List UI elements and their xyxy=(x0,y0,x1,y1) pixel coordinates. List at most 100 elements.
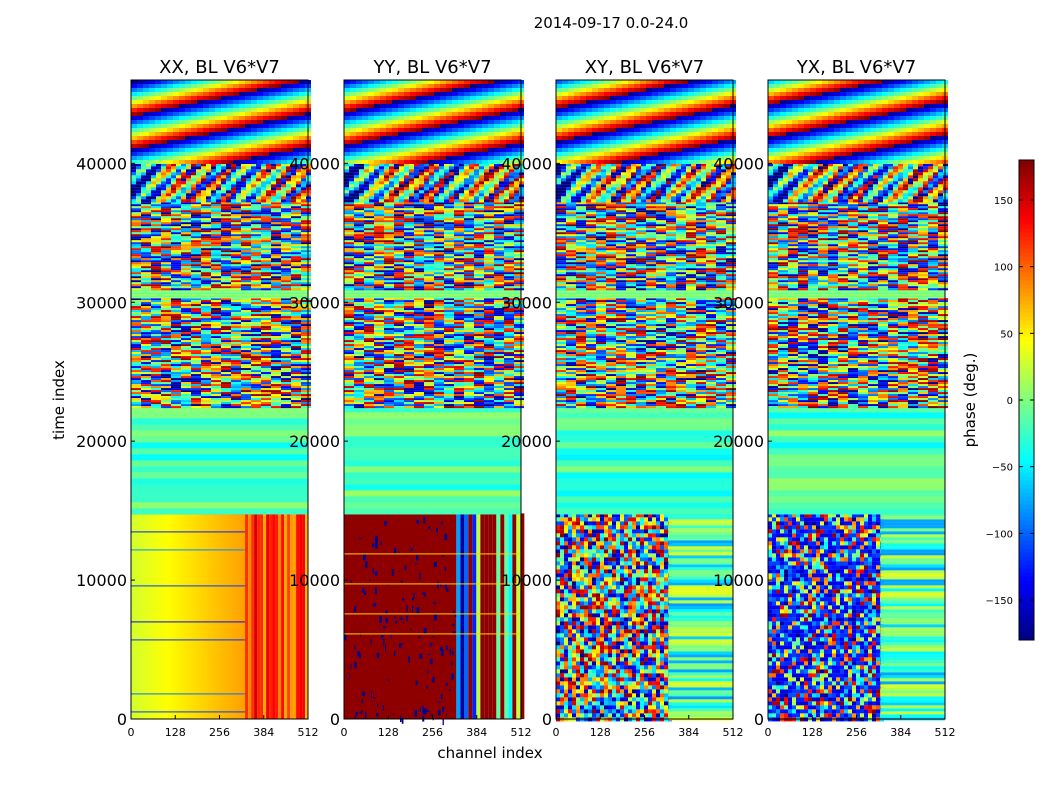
colorbar-swatch xyxy=(1019,376,1034,381)
segment-horizontal-bands xyxy=(768,406,945,515)
colorbar-swatch xyxy=(1019,600,1034,605)
segment-fine-stripes xyxy=(344,202,524,291)
colorbar-swatch xyxy=(1019,560,1034,565)
y-tick-label: 10000 xyxy=(289,571,340,590)
colorbar-swatch xyxy=(1019,592,1034,597)
colorbar-swatch xyxy=(1019,476,1034,481)
colorbar-tick-label: −150 xyxy=(986,596,1013,607)
colorbar-swatch xyxy=(1019,520,1034,525)
colorbar-swatch xyxy=(1019,536,1034,541)
panel-title: YX, BL V6*V7 xyxy=(796,57,916,78)
colorbar-swatch xyxy=(1019,224,1034,229)
panel-yx: YX, BL V6*V7 0 128 256 384 512 0 10000 20000 3000… xyxy=(713,57,955,739)
colorbar-swatch xyxy=(1019,380,1034,385)
y-tick-label: 10000 xyxy=(501,571,552,590)
x-axis-label: channel index xyxy=(437,744,542,762)
segment-fine-stripes xyxy=(131,298,311,409)
y-tick-label: 30000 xyxy=(76,293,127,312)
y-tick-label: 0 xyxy=(117,710,127,729)
colorbar-swatch xyxy=(1019,248,1034,253)
colorbar-tick-label: −50 xyxy=(992,463,1013,474)
x-tick-label: 0 xyxy=(128,726,135,739)
colorbar-swatch xyxy=(1019,564,1034,569)
colorbar-swatch xyxy=(1019,256,1034,261)
colorbar-swatch xyxy=(1019,556,1034,561)
colorbar-swatch xyxy=(1019,264,1034,269)
colorbar-swatch xyxy=(1019,620,1034,625)
colorbar-swatch xyxy=(1019,488,1034,493)
colorbar-tick-label: 150 xyxy=(994,196,1013,207)
panels: XX, BL V6*V7 0 128 256 384 512 0 10000 20000 3000… xyxy=(76,57,955,739)
colorbar-swatch xyxy=(1019,324,1034,329)
colorbar-swatch xyxy=(1019,336,1034,341)
x-tick-label: 128 xyxy=(802,726,823,739)
colorbar-swatch xyxy=(1019,188,1034,193)
colorbar-swatch xyxy=(1019,428,1034,433)
colorbar-swatch xyxy=(1019,472,1034,477)
colorbar-swatch xyxy=(1019,168,1034,173)
y-tick-label: 0 xyxy=(542,710,552,729)
colorbar-swatch xyxy=(1019,580,1034,585)
colorbar-swatch xyxy=(1019,388,1034,393)
y-tick-label: 20000 xyxy=(501,432,552,451)
segment-low-mode xyxy=(556,513,733,722)
colorbar-swatch xyxy=(1019,240,1034,245)
colorbar-swatch xyxy=(1019,192,1034,197)
x-tick-label: 512 xyxy=(723,726,744,739)
colorbar-swatch xyxy=(1019,268,1034,273)
y-tick-label: 30000 xyxy=(289,293,340,312)
colorbar-swatch xyxy=(1019,432,1034,437)
colorbar-swatch xyxy=(1019,344,1034,349)
colorbar-swatch xyxy=(1019,616,1034,621)
colorbar-swatch xyxy=(1019,316,1034,321)
colorbar-swatch xyxy=(1019,216,1034,221)
x-tick-label: 0 xyxy=(341,726,348,739)
heatmap-image xyxy=(768,80,948,722)
colorbar-swatch xyxy=(1019,408,1034,413)
colorbar-swatch xyxy=(1019,228,1034,233)
colorbar-swatch xyxy=(1019,400,1034,405)
colorbar-swatch xyxy=(1019,424,1034,429)
colorbar-swatch xyxy=(1019,356,1034,361)
colorbar-swatch xyxy=(1019,528,1034,533)
colorbar-swatch xyxy=(1019,184,1034,189)
colorbar-swatch xyxy=(1019,416,1034,421)
colorbar-swatch xyxy=(1019,456,1034,461)
colorbar-swatch xyxy=(1019,404,1034,409)
x-tick-label: 512 xyxy=(935,726,956,739)
colorbar-swatch xyxy=(1019,212,1034,217)
colorbar-swatch xyxy=(1019,208,1034,213)
y-tick-label: 40000 xyxy=(501,154,552,173)
colorbar-swatch xyxy=(1019,548,1034,553)
y-tick-label: 40000 xyxy=(289,154,340,173)
colorbar-swatch xyxy=(1019,460,1034,465)
colorbar-swatch xyxy=(1019,348,1034,353)
x-tick-label: 256 xyxy=(422,726,443,739)
segment-horizontal-bands xyxy=(556,406,733,515)
colorbar-swatch xyxy=(1019,484,1034,489)
colorbar-swatch xyxy=(1019,480,1034,485)
colorbar-swatch xyxy=(1019,440,1034,445)
segment-wavy-fringes xyxy=(768,163,948,203)
colorbar-swatch xyxy=(1019,612,1034,617)
colorbar-swatch xyxy=(1019,568,1034,573)
colorbar-swatch xyxy=(1019,252,1034,257)
x-tick-label: 256 xyxy=(209,726,230,739)
x-tick-label: 0 xyxy=(765,726,772,739)
colorbar-swatch xyxy=(1019,288,1034,293)
colorbar-swatch xyxy=(1019,584,1034,589)
segment-fine-stripes xyxy=(344,298,524,409)
colorbar-swatch xyxy=(1019,284,1034,289)
colorbar-swatch xyxy=(1019,160,1034,165)
segment-wavy-fringes xyxy=(344,163,524,203)
colorbar-swatch xyxy=(1019,632,1034,637)
colorbar-swatch xyxy=(1019,332,1034,337)
colorbar-swatch xyxy=(1019,360,1034,365)
colorbar: −150 −100 −50 0 50 100 150 phase (deg.) xyxy=(961,159,1035,641)
colorbar-swatch xyxy=(1019,420,1034,425)
colorbar-swatch xyxy=(1019,596,1034,601)
colorbar-swatch xyxy=(1019,524,1034,529)
segment-fringe-rainbow xyxy=(556,80,736,164)
segment-fine-stripes xyxy=(768,202,948,291)
